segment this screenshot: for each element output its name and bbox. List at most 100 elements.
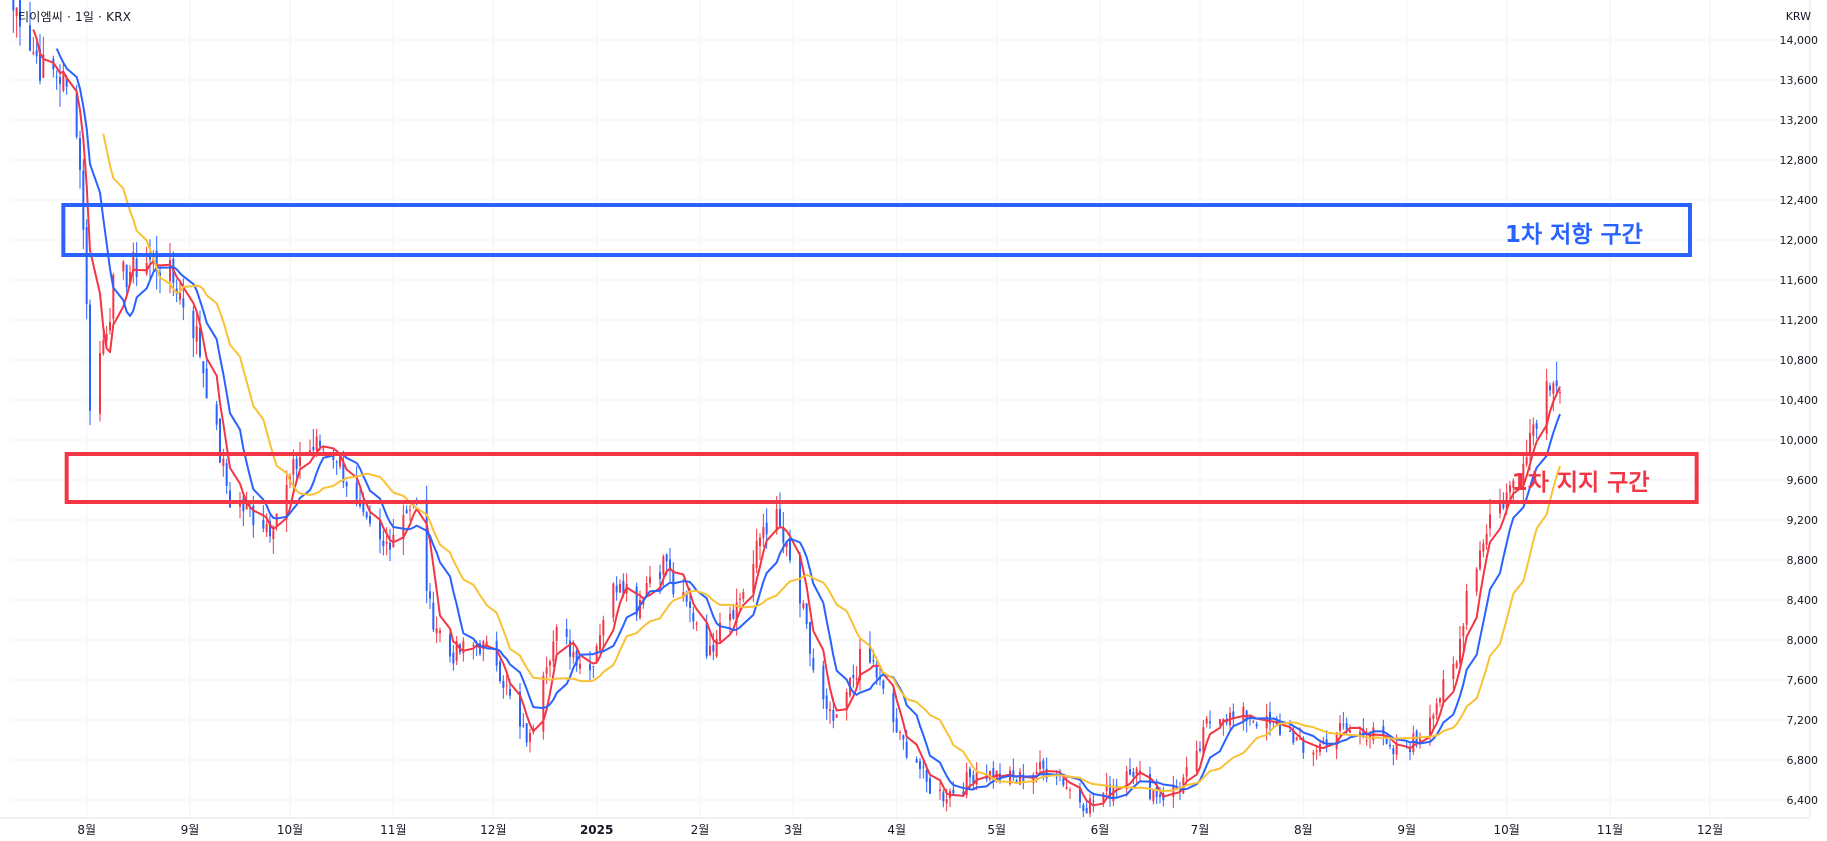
candle-body: [99, 353, 101, 414]
candle-body: [1385, 735, 1388, 744]
candle-body: [1395, 743, 1398, 755]
candle-body: [1482, 543, 1485, 552]
candle-body: [435, 628, 438, 634]
candle-body: [552, 641, 555, 662]
candle-body: [85, 227, 88, 305]
candle-body: [79, 138, 81, 171]
candle-body: [579, 663, 581, 669]
x-tick-label: 12월: [480, 823, 506, 837]
candle-body: [1499, 501, 1501, 514]
y-tick-label: 6,400: [1787, 794, 1819, 807]
candle-body: [315, 436, 318, 451]
candle-body: [409, 509, 411, 511]
x-tick-label: 10월: [1494, 823, 1520, 837]
candle-body: [299, 456, 301, 466]
candle-body: [1155, 786, 1158, 797]
candle-body: [222, 458, 225, 466]
candle-body: [1455, 662, 1458, 668]
candle-body: [149, 256, 151, 260]
candle-body: [1182, 777, 1185, 794]
candle-body: [855, 678, 858, 680]
candle-body: [169, 260, 171, 282]
x-tick-label: 9월: [1397, 823, 1416, 837]
candle-body: [952, 789, 955, 794]
candle-body: [1512, 480, 1515, 488]
candle-body: [1009, 770, 1011, 785]
candle-body: [29, 25, 31, 51]
candle-body: [899, 731, 901, 733]
candle-body: [1552, 383, 1555, 394]
candle-body: [475, 646, 478, 648]
symbol-label[interactable]: 티이엠씨 · 1일 · KRX: [18, 10, 132, 24]
candle-body: [1112, 787, 1115, 802]
candle-body: [1039, 762, 1041, 770]
candle-body: [802, 603, 805, 608]
candle-body: [1432, 714, 1435, 719]
candle-body: [1549, 385, 1551, 391]
candle-body: [1109, 784, 1111, 798]
candle-body: [1509, 485, 1511, 493]
candle-body: [1019, 771, 1021, 785]
candle-body: [439, 630, 441, 634]
candle-body: [215, 404, 218, 425]
candle-body: [962, 791, 965, 795]
candle-body: [709, 646, 711, 655]
candle-body: [712, 644, 715, 652]
candle-body: [835, 714, 838, 718]
candle-body: [925, 770, 928, 782]
candle-body: [265, 524, 268, 533]
candle-body: [915, 758, 918, 763]
candle-body: [692, 612, 695, 622]
candle-body: [612, 583, 615, 618]
candle-body: [729, 613, 731, 621]
candle-body: [905, 741, 908, 758]
candle-body: [59, 77, 61, 84]
candle-body: [1032, 774, 1035, 783]
candle-body: [592, 666, 595, 668]
y-tick-label: 11,200: [1780, 314, 1819, 327]
candle-body: [665, 554, 668, 562]
candle-body: [392, 534, 395, 548]
candle-body: [689, 601, 691, 608]
candle-body: [1345, 723, 1348, 730]
candle-body: [682, 592, 685, 599]
candle-body: [1419, 738, 1421, 744]
candle-body: [405, 509, 408, 513]
candle-body: [1195, 750, 1198, 772]
candle-body: [432, 602, 435, 630]
candle-body: [1312, 752, 1315, 755]
y-tick-label: 10,800: [1780, 354, 1819, 367]
candle-body: [1209, 721, 1211, 724]
candle-body: [779, 508, 781, 527]
y-tick-label: 10,000: [1780, 434, 1819, 447]
candle-body: [322, 448, 325, 450]
candle-body: [312, 446, 315, 451]
candle-body: [522, 725, 525, 727]
candle-body: [1465, 590, 1468, 625]
y-tick-label: 14,000: [1780, 34, 1819, 47]
candle-body: [1369, 735, 1371, 737]
ma-line-20: [102, 133, 1561, 793]
ma-line-10: [55, 48, 1561, 799]
candle-body: [412, 503, 415, 505]
y-tick-label: 11,600: [1780, 274, 1819, 287]
candle-body: [1022, 774, 1025, 784]
candle-body: [805, 603, 808, 624]
support-zone-label: 1차 지지 구간: [1511, 470, 1650, 496]
candle-body: [1105, 784, 1108, 792]
candle-body: [622, 580, 625, 594]
candle-body: [1055, 776, 1058, 778]
candle-body: [789, 540, 791, 561]
candle-body: [1035, 771, 1038, 775]
candle-body: [1079, 788, 1081, 803]
y-tick-label: 13,600: [1780, 74, 1819, 87]
candle-body: [342, 460, 345, 483]
candle-body: [495, 640, 498, 666]
x-tick-label: 12월: [1697, 823, 1723, 837]
currency-label[interactable]: KRW: [1785, 10, 1811, 23]
candle-body: [89, 304, 91, 411]
candle-body: [269, 521, 271, 537]
candle-body: [742, 592, 745, 599]
